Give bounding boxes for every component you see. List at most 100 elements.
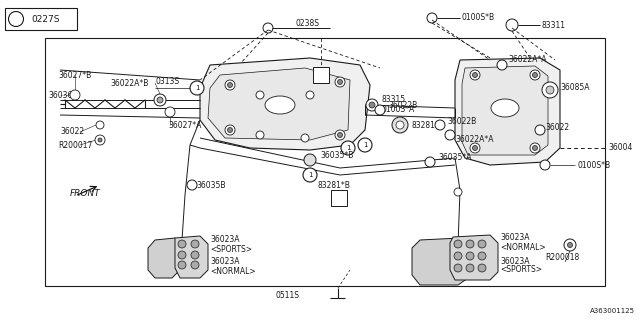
Text: 1: 1 — [363, 142, 367, 148]
Text: 36035*B: 36035*B — [320, 150, 353, 159]
Text: 36023A: 36023A — [500, 257, 529, 266]
Circle shape — [445, 130, 455, 140]
Circle shape — [304, 154, 316, 166]
Ellipse shape — [265, 96, 295, 114]
Text: 0313S: 0313S — [155, 77, 179, 86]
Circle shape — [478, 264, 486, 272]
Circle shape — [263, 23, 273, 33]
Circle shape — [337, 132, 342, 138]
Circle shape — [472, 73, 477, 77]
Text: 36022: 36022 — [545, 124, 569, 132]
Circle shape — [227, 127, 232, 132]
Circle shape — [535, 125, 545, 135]
Circle shape — [454, 264, 462, 272]
Circle shape — [178, 240, 186, 248]
Text: 0227S: 0227S — [32, 14, 60, 23]
Text: A: A — [336, 194, 342, 203]
Circle shape — [335, 77, 345, 87]
Circle shape — [178, 251, 186, 259]
Text: <SPORTS>: <SPORTS> — [500, 266, 542, 275]
Circle shape — [478, 240, 486, 248]
Text: 83315: 83315 — [382, 95, 406, 105]
Circle shape — [157, 97, 163, 103]
Circle shape — [256, 131, 264, 139]
Circle shape — [392, 117, 408, 133]
Text: 83281*B: 83281*B — [318, 180, 351, 189]
Polygon shape — [148, 238, 180, 278]
Circle shape — [466, 252, 474, 260]
Text: 83281*A: 83281*A — [412, 121, 445, 130]
Circle shape — [532, 146, 538, 150]
Polygon shape — [455, 58, 560, 165]
Circle shape — [369, 102, 375, 108]
Text: <SPORTS>: <SPORTS> — [210, 244, 252, 253]
Circle shape — [96, 121, 104, 129]
Circle shape — [337, 79, 342, 84]
Circle shape — [95, 135, 105, 145]
Text: R200017: R200017 — [58, 140, 92, 149]
Circle shape — [8, 12, 24, 27]
Circle shape — [191, 251, 199, 259]
Circle shape — [256, 91, 264, 99]
Text: 36022B: 36022B — [388, 100, 417, 109]
Text: 1: 1 — [308, 172, 312, 178]
Text: R200018: R200018 — [545, 253, 579, 262]
Circle shape — [396, 121, 404, 129]
Text: 36022A*A: 36022A*A — [455, 135, 493, 145]
Circle shape — [154, 94, 166, 106]
Polygon shape — [462, 66, 548, 155]
Circle shape — [191, 261, 199, 269]
Text: A363001125: A363001125 — [590, 308, 635, 314]
Polygon shape — [412, 238, 468, 285]
Circle shape — [358, 138, 372, 152]
Circle shape — [454, 252, 462, 260]
Circle shape — [454, 240, 462, 248]
Text: 1: 1 — [195, 85, 199, 91]
Text: 36023A: 36023A — [210, 258, 239, 267]
Circle shape — [497, 60, 507, 70]
Text: 36035*A: 36035*A — [438, 154, 472, 163]
Polygon shape — [450, 235, 498, 280]
Text: 36023A: 36023A — [210, 236, 239, 244]
Circle shape — [530, 143, 540, 153]
Circle shape — [303, 168, 317, 182]
Text: A: A — [317, 70, 324, 79]
Circle shape — [466, 264, 474, 272]
Circle shape — [478, 252, 486, 260]
Circle shape — [306, 91, 314, 99]
Text: 0100S*B: 0100S*B — [577, 161, 610, 170]
Circle shape — [301, 134, 309, 142]
Bar — [45, 38, 605, 286]
Text: 36027*A: 36027*A — [168, 121, 202, 130]
Circle shape — [191, 240, 199, 248]
Circle shape — [472, 146, 477, 150]
Text: 36023A: 36023A — [500, 234, 529, 243]
Text: FRONT: FRONT — [70, 188, 100, 197]
Circle shape — [506, 19, 518, 31]
Circle shape — [341, 141, 355, 155]
Text: <NORMAL>: <NORMAL> — [210, 267, 255, 276]
Circle shape — [227, 83, 232, 87]
Text: 36004: 36004 — [608, 143, 632, 153]
Circle shape — [435, 120, 445, 130]
Circle shape — [335, 130, 345, 140]
Polygon shape — [175, 236, 208, 278]
Bar — [5, 8, 77, 30]
Circle shape — [427, 13, 437, 23]
Circle shape — [564, 239, 576, 251]
Text: 0100S*B: 0100S*B — [462, 13, 495, 22]
Circle shape — [425, 157, 435, 167]
Circle shape — [190, 81, 204, 95]
Ellipse shape — [491, 99, 519, 117]
Circle shape — [178, 261, 186, 269]
Text: <NORMAL>: <NORMAL> — [500, 243, 546, 252]
Bar — [331, 190, 347, 206]
Text: 36035B: 36035B — [196, 180, 225, 189]
Circle shape — [187, 180, 197, 190]
Circle shape — [366, 99, 378, 111]
Text: 1: 1 — [346, 145, 350, 151]
Circle shape — [546, 86, 554, 94]
Circle shape — [225, 125, 235, 135]
Text: 36027*B: 36027*B — [58, 70, 92, 79]
Circle shape — [454, 188, 462, 196]
